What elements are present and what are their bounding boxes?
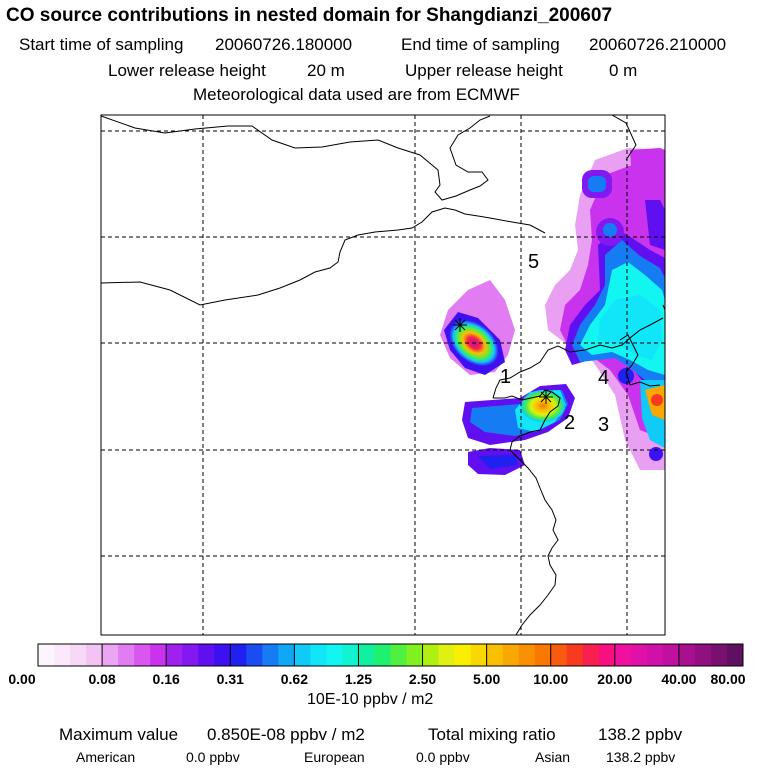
colorbar-tick-label: 5.00 — [473, 671, 501, 687]
colorbar-swatch — [38, 644, 55, 666]
max-value-label: Maximum value — [59, 725, 179, 744]
colorbar-swatch — [278, 644, 295, 666]
region-label-4: 4 — [598, 367, 609, 389]
colorbar-swatch — [150, 644, 167, 666]
colorbar-swatch — [726, 644, 744, 666]
colorbar-swatch — [694, 644, 712, 666]
total-mixing-label: Total mixing ratio — [428, 725, 556, 744]
colorbar-swatch — [230, 644, 247, 666]
map-gridlines — [101, 115, 665, 635]
colorbar-swatch — [406, 644, 423, 666]
region-label-5: 5 — [528, 251, 539, 273]
plume-field — [440, 148, 665, 475]
colorbar-tick-label: 20.00 — [597, 671, 633, 687]
colorbar-swatch — [294, 644, 311, 666]
colorbar-swatch — [246, 644, 263, 666]
colorbar-swatch — [182, 644, 199, 666]
colorbar-swatch — [470, 644, 488, 666]
colorbar-swatch — [486, 644, 504, 666]
colorbar-swatch — [342, 644, 359, 666]
colorbar-swatch — [534, 644, 552, 666]
colorbar-swatch — [102, 644, 119, 666]
upper-release-label: Upper release height — [405, 61, 563, 80]
colorbar-swatch — [598, 644, 616, 666]
colorbar-swatch — [118, 644, 135, 666]
colorbar-swatch — [678, 644, 696, 666]
colorbar-swatch — [630, 644, 648, 666]
asian-label: Asian — [535, 749, 571, 765]
colorbar-swatch — [166, 644, 183, 666]
colorbar-swatch — [582, 644, 600, 666]
start-time-value: 20060726.180000 — [215, 35, 353, 54]
colorbar-swatch — [70, 644, 87, 666]
colorbar-swatch — [518, 644, 536, 666]
colorbar-swatch — [662, 644, 680, 666]
colorbar-tick-label: 2.50 — [408, 671, 437, 687]
colorbar-swatch — [374, 644, 391, 666]
colorbar — [38, 644, 744, 666]
end-time-value: 20060726.210000 — [589, 35, 727, 54]
colorbar-tick-label: 40.00 — [661, 671, 697, 687]
colorbar-swatch — [710, 644, 728, 666]
colorbar-swatch — [614, 644, 632, 666]
colorbar-tick-label: 0.62 — [280, 671, 308, 687]
upper-release-value: 0 m — [609, 61, 638, 80]
colorbar-swatch — [454, 644, 472, 666]
colorbar-swatch — [422, 644, 439, 666]
asian-value: 138.2 ppbv — [606, 749, 676, 765]
end-time-label: End time of sampling — [401, 35, 560, 54]
receptor-markers — [453, 318, 553, 404]
colorbar-unit: 10E-10 ppbv / m2 — [307, 691, 434, 708]
colorbar-swatch — [262, 644, 279, 666]
colorbar-tick-label: 1.25 — [344, 671, 373, 687]
colorbar-swatch — [390, 644, 407, 666]
start-time-label: Start time of sampling — [19, 35, 184, 54]
american-value: 0.0 ppbv — [186, 749, 240, 765]
met-data-note: Meteorological data used are from ECMWF — [193, 85, 520, 104]
colorbar-tick-label: 10.00 — [533, 671, 569, 687]
colorbar-tick-label: 0.31 — [216, 671, 244, 687]
colorbar-swatch — [86, 644, 103, 666]
region-label-2: 2 — [564, 412, 575, 434]
total-mixing-value: 138.2 ppbv — [598, 725, 683, 744]
map-frame — [100, 114, 666, 636]
colorbar-swatch — [134, 644, 151, 666]
region-label-1: 1 — [500, 366, 511, 388]
colorbar-swatch — [646, 644, 664, 666]
lower-release-value: 20 m — [307, 61, 345, 80]
american-label: American — [76, 749, 136, 765]
max-value: 0.850E-08 ppbv / m2 — [207, 725, 365, 744]
receptor-star-2 — [539, 390, 553, 404]
colorbar-frame — [37, 643, 744, 667]
receptor-star-1 — [453, 318, 467, 332]
colorbar-tick-label: 80.00 — [710, 671, 746, 687]
coastlines — [101, 115, 665, 635]
colorbar-swatch — [502, 644, 520, 666]
colorbar-swatch — [438, 644, 455, 666]
colorbar-swatch — [358, 644, 375, 666]
colorbar-tick-label: 0.08 — [88, 671, 116, 687]
european-label: European — [304, 749, 365, 765]
colorbar-swatch — [198, 644, 215, 666]
colorbar-swatch — [214, 644, 231, 666]
colorbar-swatch — [550, 644, 568, 666]
colorbar-swatch — [566, 644, 584, 666]
colorbar-tick-label: 0.00 — [8, 671, 36, 687]
european-value: 0.0 ppbv — [416, 749, 470, 765]
lower-release-label: Lower release height — [108, 61, 266, 80]
colorbar-swatch — [310, 644, 327, 666]
colorbar-swatch — [326, 644, 343, 666]
colorbar-swatch — [54, 644, 71, 666]
region-label-3: 3 — [598, 414, 609, 436]
colorbar-tick-label: 0.16 — [152, 671, 180, 687]
plot-title: CO source contributions in nested domain… — [6, 5, 613, 26]
